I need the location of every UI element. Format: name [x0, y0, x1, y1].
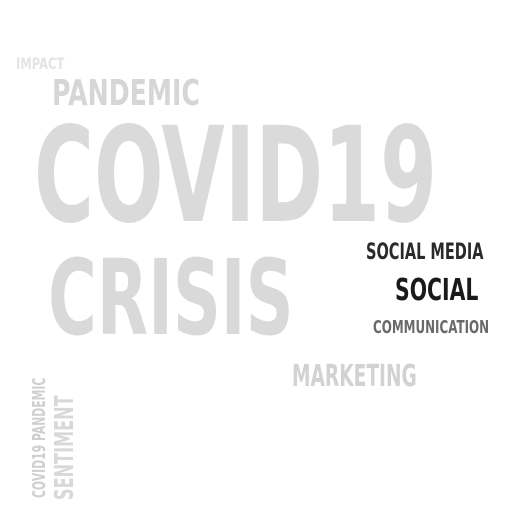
word-crisis: CRISIS	[48, 237, 294, 359]
word-social: SOCIAL	[395, 273, 479, 308]
word-covid19-pandemic: COVID19 PANDEMIC	[29, 377, 50, 498]
word-communication: COMMUNICATION	[373, 317, 490, 338]
word-covid19: COVID19	[34, 99, 438, 253]
word-sentiment: SENTIMENT	[50, 395, 80, 500]
word-impact: IMPACT	[16, 54, 65, 73]
word-social-media: SOCIAL MEDIA	[366, 240, 484, 265]
word-marketing: MARKETING	[292, 359, 417, 394]
word-pandemic: PANDEMIC	[52, 73, 200, 114]
